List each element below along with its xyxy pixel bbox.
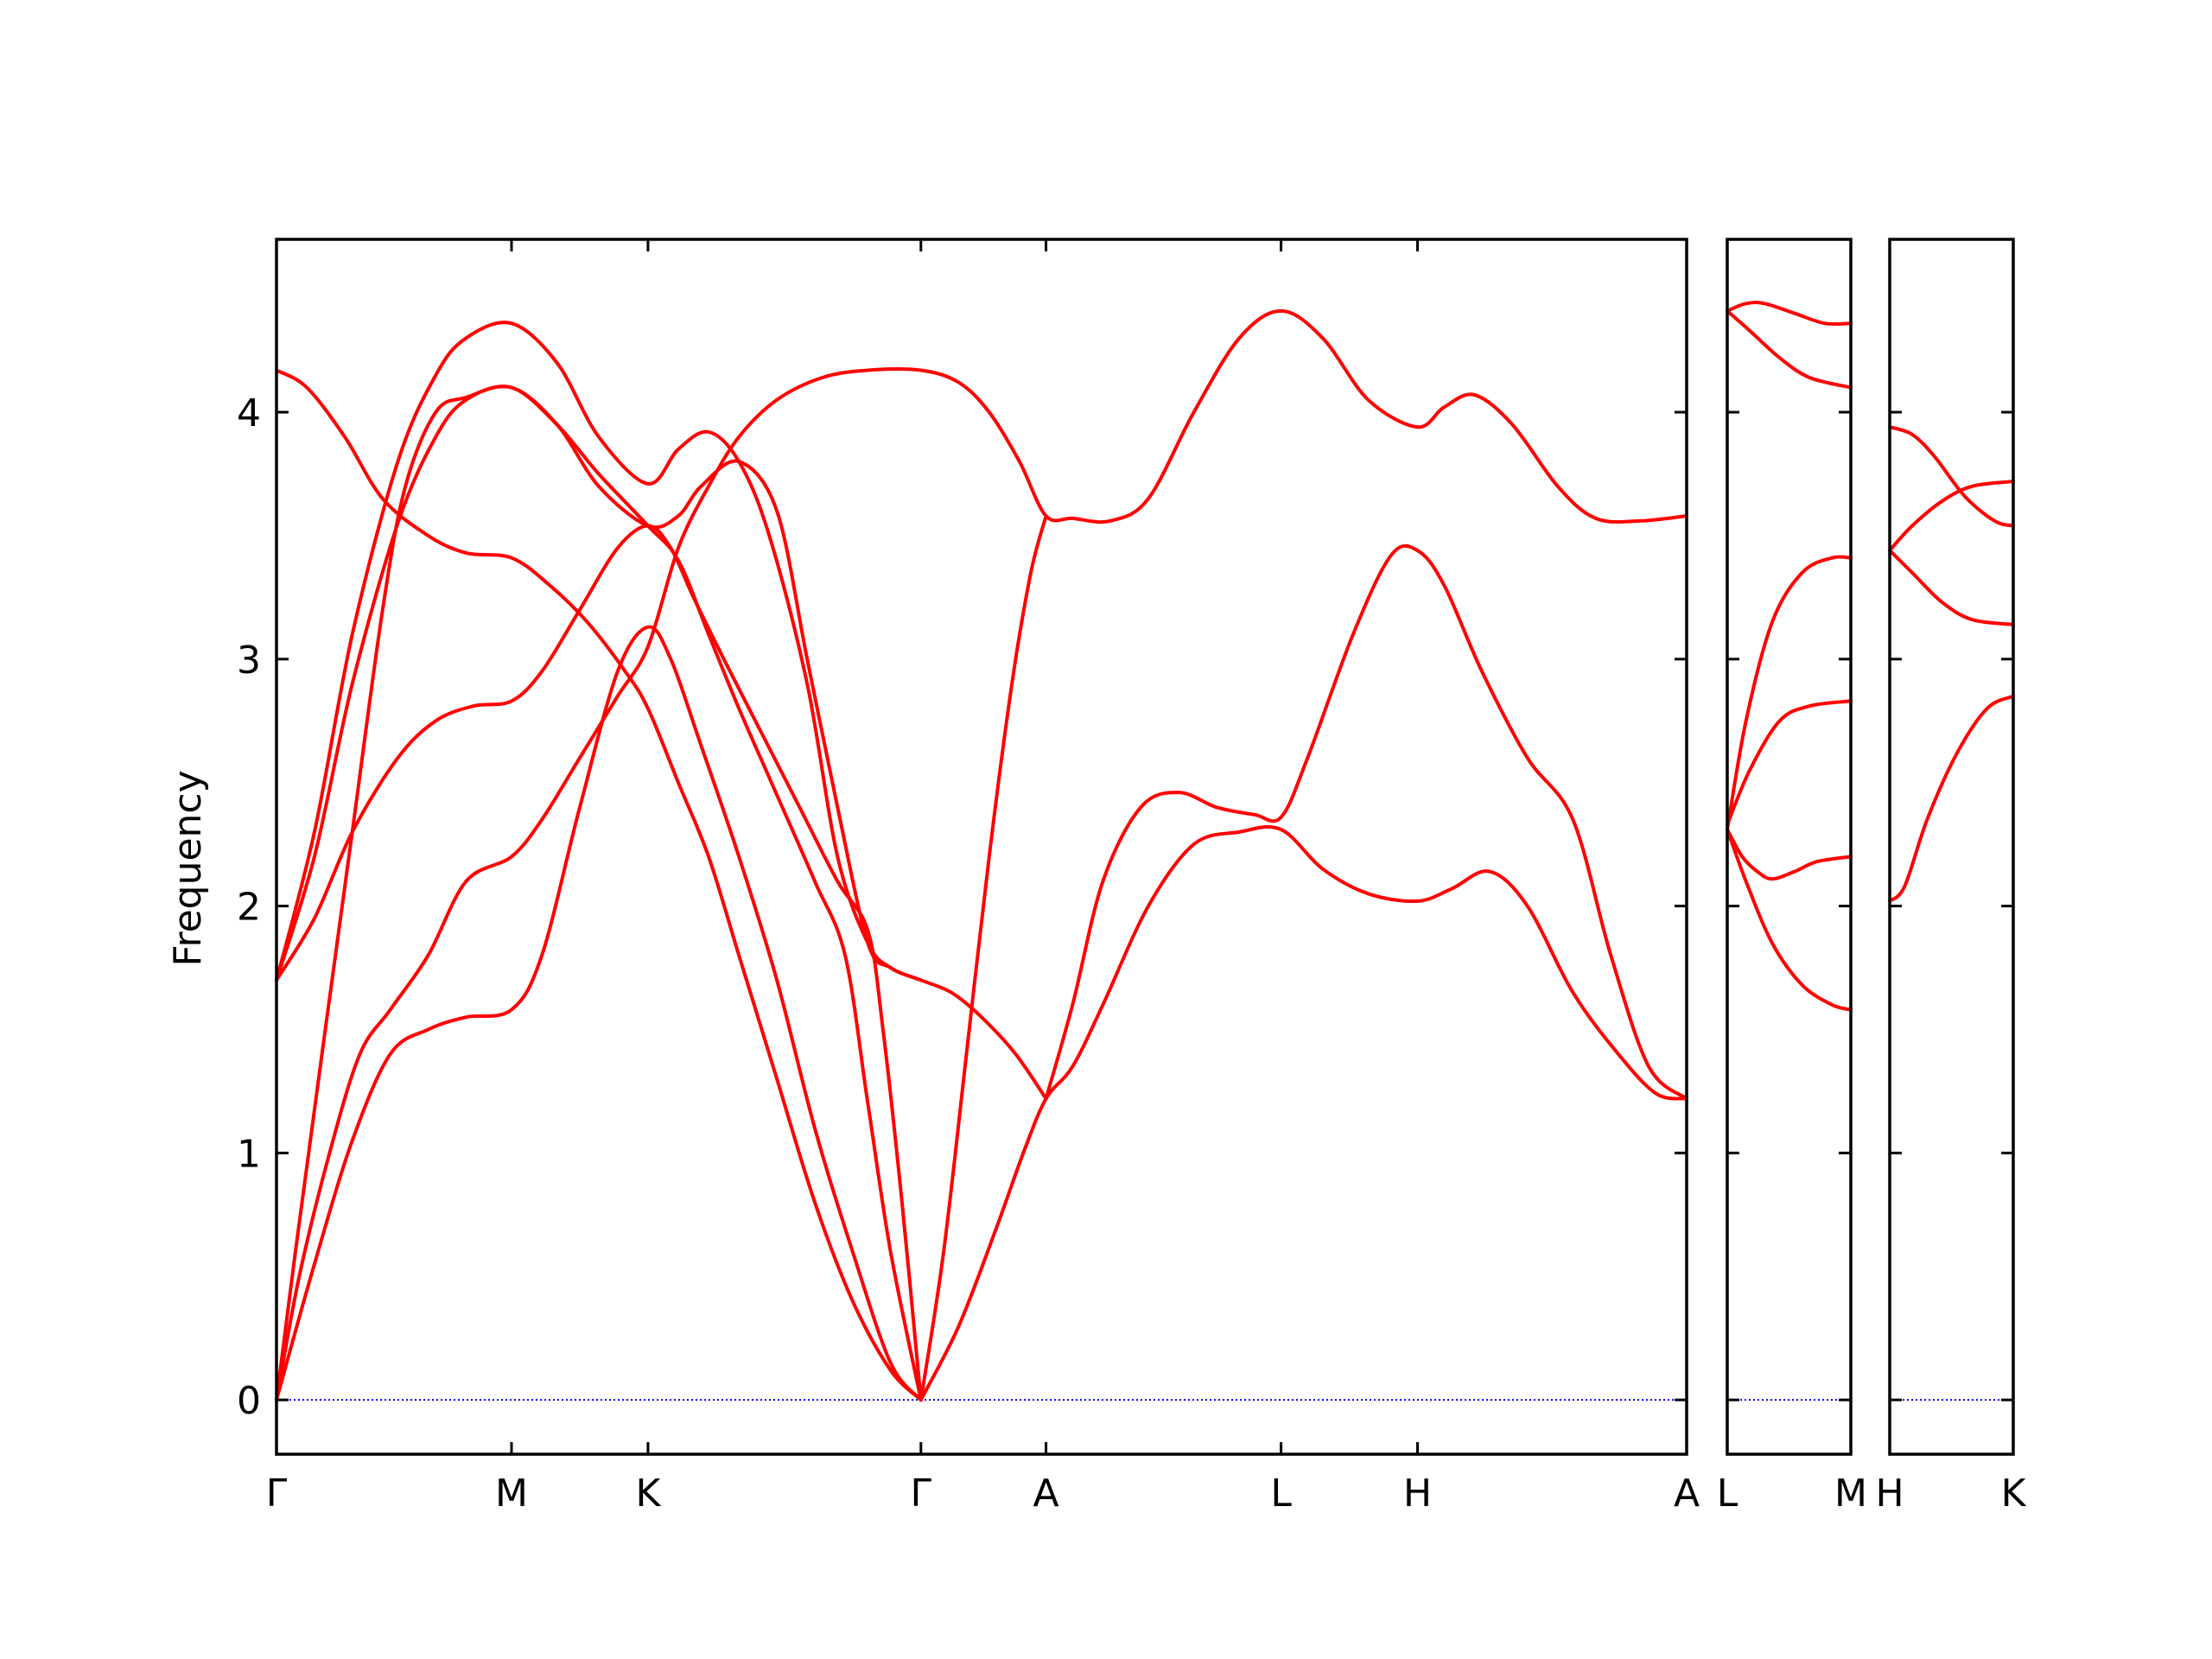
- band-line-panel2-1: [1726, 301, 1853, 327]
- frame-panel3: [1888, 238, 2015, 1456]
- band-line-panel1-4: [275, 368, 923, 1402]
- y-tick-label: 2: [237, 886, 261, 930]
- band-line-panel1-2: [275, 321, 923, 982]
- x-tick-label: A: [1033, 1471, 1059, 1516]
- band-line-panel3-3: [1888, 549, 2015, 626]
- y-tick-label: 0: [237, 1379, 261, 1423]
- band-line-panel1-3: [275, 385, 923, 1402]
- y-tick-label: 3: [237, 639, 261, 683]
- band-line-panel2-5: [1726, 828, 1853, 881]
- x-tick-label: M: [1834, 1471, 1867, 1516]
- band-line-panel1-7: [275, 625, 923, 1402]
- x-tick-label: H: [1403, 1471, 1432, 1516]
- band-line-panel1-9: [918, 825, 1688, 1402]
- axis-ticks: [275, 239, 2015, 1454]
- band-line-panel2-6: [1726, 828, 1853, 1012]
- band-line-panel1-5: [275, 524, 923, 1402]
- band-line-panel1-10: [1044, 543, 1688, 1101]
- band-line-panel3-4: [1888, 694, 2015, 903]
- y-tick-label: 1: [237, 1132, 261, 1176]
- x-tick-label: L: [1270, 1471, 1292, 1516]
- band-line-panel2-2: [1726, 308, 1853, 390]
- band-line-panel2-3: [1726, 555, 1853, 831]
- band-line-panel3-1: [1888, 425, 2015, 528]
- x-tick-label: Γ: [266, 1471, 288, 1516]
- band-line-panel3-2: [1888, 480, 2015, 553]
- band-line-panel1-6: [275, 308, 1688, 1402]
- x-tick-label: L: [1717, 1471, 1738, 1516]
- band-line-panel1-8: [918, 514, 1048, 1402]
- y-axis-label: Frequency: [166, 770, 210, 966]
- frame-panel1: [275, 238, 1688, 1456]
- x-tick-label: K: [636, 1471, 662, 1516]
- panel-frames: [275, 238, 2015, 1456]
- band-line-panel2-4: [1726, 699, 1853, 827]
- x-tick-label: K: [2001, 1471, 2027, 1516]
- y-tick-label: 4: [237, 391, 261, 435]
- x-tick-label: Γ: [911, 1471, 932, 1516]
- x-tick-label: A: [1674, 1471, 1700, 1516]
- x-tick-label: M: [495, 1471, 528, 1516]
- frame-panel2: [1726, 238, 1853, 1456]
- band-lines: [275, 301, 2015, 1402]
- x-tick-label: H: [1875, 1471, 1904, 1516]
